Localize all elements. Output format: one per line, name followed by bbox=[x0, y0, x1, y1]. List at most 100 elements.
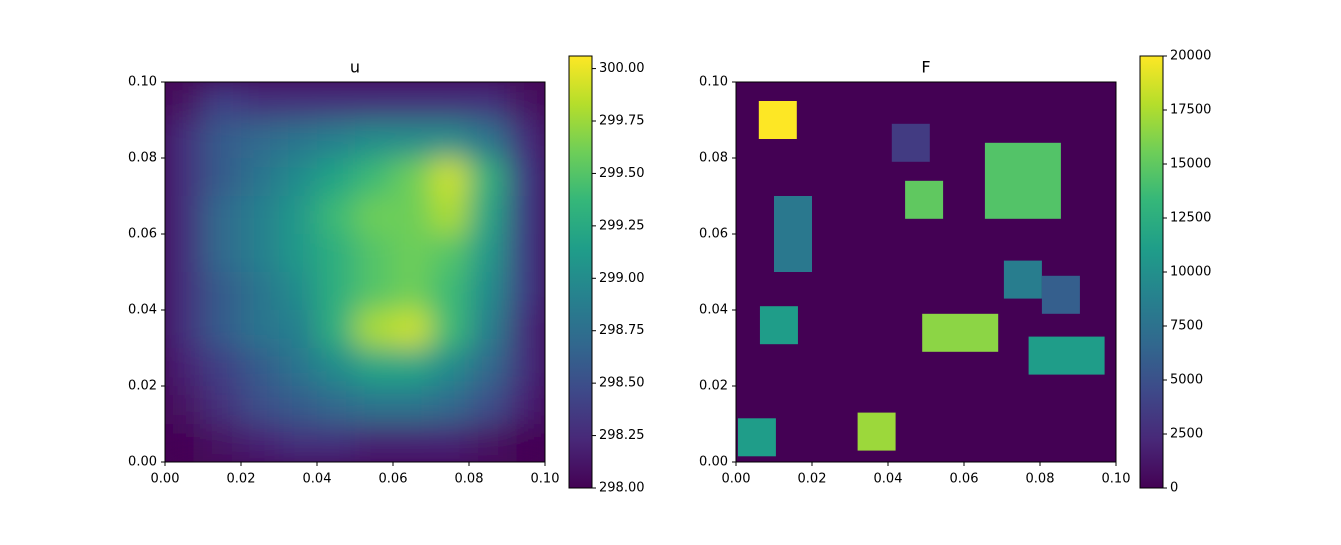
heatmap-cell bbox=[393, 196, 432, 235]
y-tick-label: 0.04 bbox=[699, 303, 728, 318]
axes-frame bbox=[164, 81, 546, 463]
y-tick-label: 0.04 bbox=[128, 303, 157, 318]
heatmap-cell bbox=[469, 196, 508, 235]
heatmap-cell bbox=[241, 120, 280, 159]
y-tick-label: 0.02 bbox=[128, 379, 157, 394]
colorbar-tick-label: 15000 bbox=[1170, 157, 1211, 172]
heatmap-cell bbox=[355, 158, 394, 197]
colorbar bbox=[568, 55, 593, 489]
colorbar-tick-label: 10000 bbox=[1170, 265, 1211, 280]
heatmap-cell bbox=[507, 386, 545, 425]
heatmap-cell bbox=[317, 348, 356, 387]
x-tick-label: 0.04 bbox=[303, 472, 332, 487]
heatmap-cell bbox=[469, 348, 508, 387]
heatmap-cell bbox=[165, 424, 204, 462]
heatmap-cell bbox=[279, 196, 318, 235]
heatmap-cell bbox=[355, 310, 394, 349]
x-tick-label: 0.02 bbox=[798, 472, 827, 487]
heatmap-cell bbox=[165, 272, 204, 311]
heatmap-cell bbox=[431, 82, 470, 121]
heatmap-cell bbox=[431, 348, 470, 387]
x-tick-label: 0.10 bbox=[531, 472, 560, 487]
heatmap-cells bbox=[165, 82, 545, 462]
heatmap-cell bbox=[431, 196, 470, 235]
heatmap-cell bbox=[431, 234, 470, 273]
heatmap-cell bbox=[469, 234, 508, 273]
chart-title: u bbox=[350, 58, 360, 77]
heatmap-cell bbox=[393, 234, 432, 273]
heatmap-cell bbox=[241, 196, 280, 235]
heatmap-cell bbox=[507, 424, 545, 462]
heatmap-cell bbox=[241, 310, 280, 349]
heatmap-cell bbox=[165, 310, 204, 349]
heatmap-cell bbox=[241, 424, 280, 462]
heatmap-cell bbox=[317, 158, 356, 197]
y-tick-label: 0.00 bbox=[128, 455, 157, 470]
heatmap-cell bbox=[355, 386, 394, 425]
y-tick-label: 0.06 bbox=[128, 227, 157, 242]
y-tick-label: 0.10 bbox=[128, 75, 157, 90]
heatmap-cell bbox=[355, 348, 394, 387]
heatmap-cell bbox=[469, 82, 508, 121]
heatmap-cell bbox=[317, 120, 356, 159]
heatmap-cell bbox=[279, 272, 318, 311]
y-tick-label: 0.06 bbox=[699, 227, 728, 242]
heatmap-cell bbox=[431, 424, 470, 462]
y-tick-label: 0.10 bbox=[699, 75, 728, 90]
subplot: u 0.00 0.02 0.04 0.06 0.08 0.10 0.00 0.02 0.04 0.0… bbox=[128, 55, 645, 496]
heatmap-cell bbox=[203, 82, 242, 121]
patch bbox=[758, 101, 797, 139]
heatmap-cell bbox=[165, 348, 204, 387]
heatmap-cell bbox=[203, 272, 242, 311]
heatmap-cell bbox=[469, 158, 508, 197]
heatmap-cell bbox=[431, 386, 470, 425]
heatmap-cell bbox=[241, 234, 280, 273]
heatmap-cell bbox=[279, 348, 318, 387]
heatmap-cell bbox=[317, 196, 356, 235]
y-tick-label: 0.08 bbox=[699, 151, 728, 166]
heatmap-cell bbox=[355, 234, 394, 273]
heatmap-cell bbox=[355, 82, 394, 121]
heatmap-cell bbox=[431, 272, 470, 311]
heatmap-cell bbox=[203, 348, 242, 387]
patch bbox=[984, 142, 1061, 219]
heatmap-cell bbox=[507, 234, 545, 273]
chart-title: F bbox=[921, 58, 930, 77]
heatmap-cell bbox=[241, 386, 280, 425]
heatmap-cell bbox=[393, 82, 432, 121]
patch bbox=[759, 306, 798, 345]
patch bbox=[774, 196, 812, 272]
heatmap-cell bbox=[507, 348, 545, 387]
heatmap-cell bbox=[431, 310, 470, 349]
heatmap-cell bbox=[241, 348, 280, 387]
x-tick-label: 0.02 bbox=[227, 472, 256, 487]
heatmap-cell bbox=[469, 386, 508, 425]
heatmap-cell bbox=[393, 120, 432, 159]
heatmap-cell bbox=[279, 234, 318, 273]
y-tick-label: 0.02 bbox=[699, 379, 728, 394]
axes-frame bbox=[735, 81, 1117, 463]
x-tick-label: 0.08 bbox=[1026, 472, 1055, 487]
heatmap-cell bbox=[355, 120, 394, 159]
heatmap-cell bbox=[355, 196, 394, 235]
heatmap-cell bbox=[507, 158, 545, 197]
colorbar-tick-label: 2500 bbox=[1170, 427, 1203, 442]
heatmap-cell bbox=[317, 272, 356, 311]
colorbar-tick-label: 298.75 bbox=[599, 323, 645, 338]
colorbar-tick-label: 299.75 bbox=[599, 114, 645, 129]
heatmap-cell bbox=[203, 196, 242, 235]
heatmap-cell bbox=[165, 196, 204, 235]
colorbar-tick-label: 299.50 bbox=[599, 166, 645, 181]
colorbar-tick-label: 5000 bbox=[1170, 373, 1203, 388]
heatmap-cell bbox=[203, 386, 242, 425]
colorbar-tick-label: 0 bbox=[1170, 481, 1178, 496]
patch bbox=[1041, 275, 1080, 314]
y-tick-label: 0.08 bbox=[128, 151, 157, 166]
x-tick-label: 0.06 bbox=[379, 472, 408, 487]
heatmap-cell bbox=[165, 158, 204, 197]
heatmap-cell bbox=[203, 158, 242, 197]
heatmap-cell bbox=[279, 310, 318, 349]
colorbar-tick-label: 298.00 bbox=[599, 481, 645, 496]
colorbar-tick-label: 12500 bbox=[1170, 211, 1211, 226]
colorbar-tick-label: 300.00 bbox=[599, 61, 645, 76]
